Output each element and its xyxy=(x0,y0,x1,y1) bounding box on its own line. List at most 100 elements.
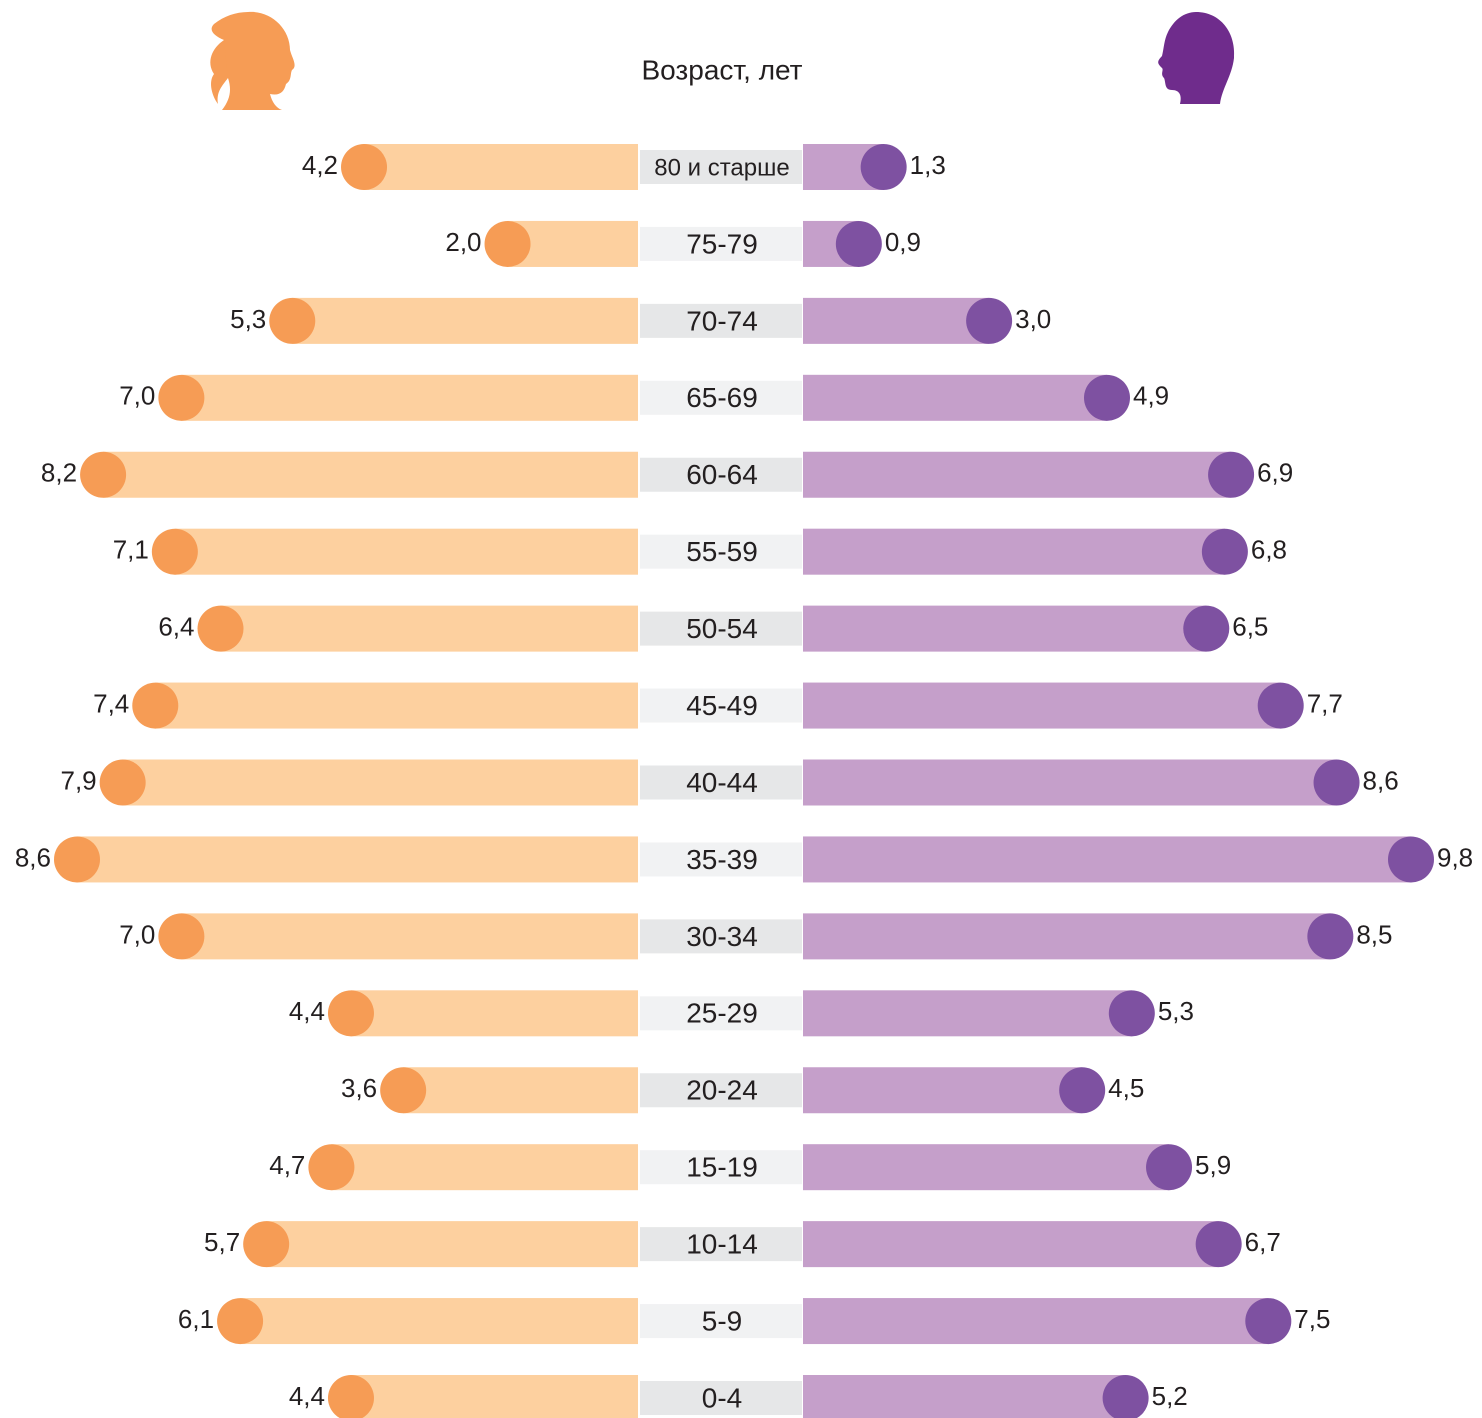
bar-end-marker xyxy=(1108,990,1155,1037)
bar xyxy=(403,1067,638,1114)
bar-end-marker xyxy=(1201,528,1248,575)
value-label: 4,2 xyxy=(302,150,338,180)
value-label: 4,4 xyxy=(289,996,325,1026)
bar-end-marker xyxy=(327,990,374,1037)
value-label: 7,9 xyxy=(61,765,97,795)
value-label: 3,6 xyxy=(341,1073,377,1103)
value-label: 9,8 xyxy=(1437,842,1473,872)
bar xyxy=(77,836,638,883)
category-label: 35-39 xyxy=(686,844,758,875)
category-band xyxy=(640,380,802,415)
value-label: 7,5 xyxy=(1294,1304,1330,1334)
bar xyxy=(803,1144,1170,1191)
category-label: 75-79 xyxy=(686,228,758,259)
bar-end-marker xyxy=(1307,913,1354,960)
value-label: 2,0 xyxy=(445,227,481,257)
category-label: 55-59 xyxy=(686,536,758,567)
category-band xyxy=(640,226,802,261)
bar xyxy=(103,451,639,498)
value-label: 4,7 xyxy=(269,1150,305,1180)
bar-end-marker xyxy=(1195,1221,1242,1268)
bar-end-marker xyxy=(158,374,205,421)
bar-end-marker xyxy=(1102,1375,1149,1418)
category-band xyxy=(640,996,802,1031)
bar xyxy=(122,759,639,806)
category-label: 70-74 xyxy=(686,305,758,336)
bar-end-marker xyxy=(1084,374,1130,421)
category-label: 80 и старше xyxy=(654,154,789,181)
bar-end-marker xyxy=(308,1144,355,1191)
value-label: 5,7 xyxy=(204,1227,240,1257)
bar-end-marker xyxy=(1388,836,1434,883)
bar-end-marker xyxy=(151,528,198,575)
value-label: 6,7 xyxy=(1245,1227,1281,1257)
value-label: 8,6 xyxy=(15,842,51,872)
value-label: 5,2 xyxy=(1152,1381,1188,1411)
bar xyxy=(803,374,1107,421)
bar xyxy=(331,1144,638,1191)
category-band xyxy=(640,1227,802,1262)
bar xyxy=(803,297,990,344)
value-label: 7,4 xyxy=(93,688,129,718)
bar-end-marker xyxy=(197,605,244,652)
bar-end-marker xyxy=(217,1298,264,1345)
value-label: 4,9 xyxy=(1133,381,1169,411)
bar xyxy=(803,836,1411,883)
bar-end-marker xyxy=(54,836,100,883)
bar-end-marker xyxy=(80,451,127,498)
value-label: 5,9 xyxy=(1195,1150,1231,1180)
category-band xyxy=(640,150,802,184)
bar xyxy=(803,682,1281,729)
value-label: 4,5 xyxy=(1108,1073,1144,1103)
bar-end-marker xyxy=(1208,451,1255,498)
category-label: 15-19 xyxy=(686,1152,758,1183)
value-label: 7,0 xyxy=(119,381,155,411)
bar xyxy=(803,990,1132,1037)
value-label: 5,3 xyxy=(1158,996,1194,1026)
bar-end-marker xyxy=(1059,1067,1106,1114)
bar xyxy=(220,605,638,652)
value-label: 1,3 xyxy=(910,150,946,180)
bar xyxy=(174,528,639,575)
category-label: 5-9 xyxy=(702,1305,742,1336)
category-band xyxy=(640,1304,802,1339)
bar-end-marker xyxy=(132,682,179,729)
bar xyxy=(803,759,1337,806)
bar-end-marker xyxy=(1146,1144,1193,1191)
bar-end-marker xyxy=(1313,759,1360,806)
value-label: 8,6 xyxy=(1363,765,1399,795)
category-band xyxy=(640,611,802,646)
bar-end-marker xyxy=(380,1067,427,1114)
bar-end-marker xyxy=(269,297,316,344)
category-band xyxy=(640,919,802,954)
bar xyxy=(803,528,1225,575)
category-band xyxy=(640,1073,802,1108)
bar-end-marker xyxy=(860,144,907,190)
value-label: 8,2 xyxy=(41,458,77,488)
bar xyxy=(240,1298,638,1345)
category-label: 45-49 xyxy=(686,690,758,721)
category-band xyxy=(640,1150,802,1185)
bar xyxy=(803,451,1232,498)
category-label: 65-69 xyxy=(686,382,758,413)
category-label: 20-24 xyxy=(686,1075,758,1106)
value-label: 0,9 xyxy=(885,227,921,257)
bar xyxy=(350,1375,638,1418)
bar-end-marker xyxy=(99,759,146,806)
chart-title: Возраст, лет xyxy=(642,54,803,85)
category-band xyxy=(640,457,802,492)
value-label: 7,7 xyxy=(1307,688,1343,718)
bar-end-marker xyxy=(1245,1298,1292,1345)
bar-end-marker xyxy=(341,144,388,190)
bar-end-marker xyxy=(966,297,1013,344)
value-label: 6,4 xyxy=(158,612,194,642)
bar-end-marker xyxy=(835,220,882,267)
male-icon xyxy=(1158,12,1235,104)
category-band xyxy=(640,765,802,800)
bar-end-marker xyxy=(158,913,205,960)
bar xyxy=(803,1221,1219,1268)
category-band xyxy=(640,842,802,877)
bar xyxy=(803,1298,1269,1345)
value-label: 8,5 xyxy=(1356,919,1392,949)
